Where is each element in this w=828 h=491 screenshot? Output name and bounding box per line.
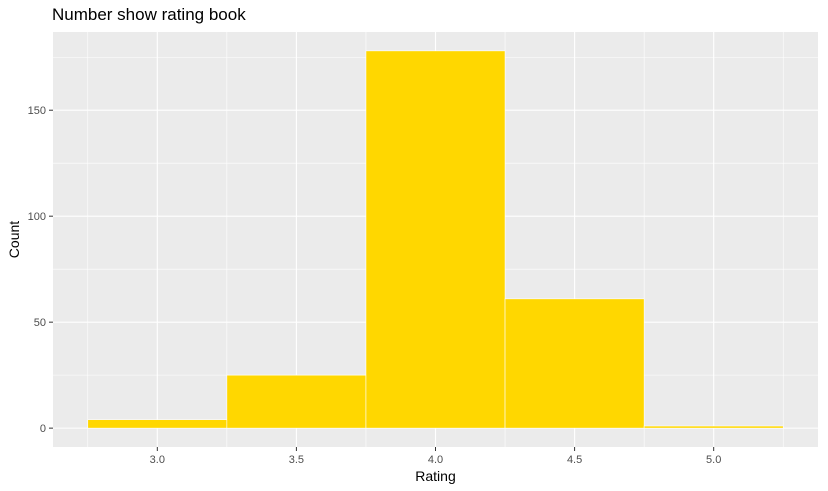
histogram-bar <box>643 425 784 429</box>
y-tick-label: 0 <box>40 423 46 435</box>
y-tick-label: 50 <box>34 317 46 329</box>
y-tick-label: 150 <box>28 105 46 117</box>
histogram-bar <box>226 374 367 429</box>
histogram-bar <box>87 419 228 429</box>
x-tick-label: 4.0 <box>428 454 443 466</box>
y-axis-ticks: 0 50 100 150 <box>28 105 53 435</box>
chart-title: Number show rating book <box>52 5 246 24</box>
y-tick-label: 100 <box>28 211 46 223</box>
y-axis-title: Count <box>6 221 22 258</box>
x-tick-label: 3.5 <box>289 454 304 466</box>
x-tick-label: 5.0 <box>706 454 721 466</box>
x-tick-label: 3.0 <box>150 454 165 466</box>
bars <box>87 50 784 429</box>
histogram-bar <box>504 298 645 429</box>
x-axis-title: Rating <box>415 468 455 484</box>
histogram-bar <box>365 50 506 429</box>
x-tick-label: 4.5 <box>567 454 582 466</box>
x-axis-ticks: 3.0 3.5 4.0 4.5 5.0 <box>150 447 721 466</box>
